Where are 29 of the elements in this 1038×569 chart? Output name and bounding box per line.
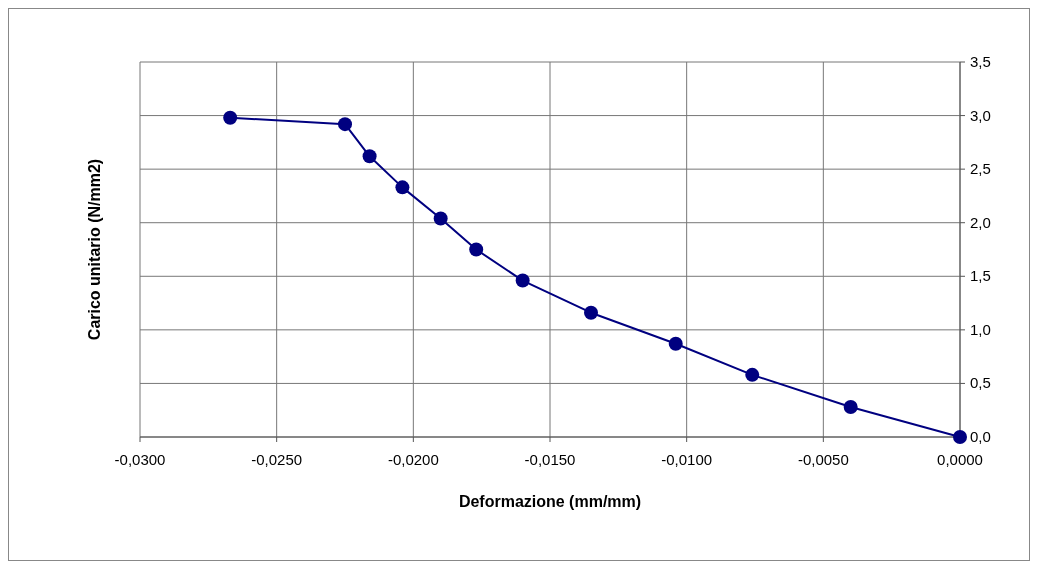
point [953, 430, 967, 444]
y-tick-label: 3,0 [970, 106, 991, 124]
x-tick-label: -0,0150 [524, 451, 576, 468]
point [515, 273, 530, 288]
x-tick-label: -0,0100 [661, 451, 713, 468]
y-tick-label: 1,5 [970, 267, 991, 285]
y-tick-label: 0,5 [970, 374, 991, 392]
y-tick-label: 3,5 [970, 53, 991, 70]
point [362, 149, 377, 164]
x-tick-label: -0,0300 [114, 451, 166, 468]
y-tick-label: 2,0 [970, 213, 991, 231]
x-tick-label: -0,0050 [797, 451, 849, 468]
point [395, 180, 410, 195]
x-tick-label: 0,0000 [937, 451, 983, 468]
point [668, 336, 683, 351]
point [843, 400, 858, 414]
y-tick-label: 1,0 [970, 320, 991, 338]
point [433, 211, 448, 226]
point [338, 117, 352, 132]
y-tick-label: 2,5 [970, 160, 991, 178]
point [745, 367, 760, 382]
y-tick-label: 0,0 [970, 428, 991, 445]
point [469, 242, 484, 257]
x-tick-label: -0,0250 [251, 451, 303, 468]
x-tick-label: -0,0200 [387, 451, 439, 468]
point [223, 110, 238, 125]
x-axis-title: Deformazione (mm/mm) [458, 493, 642, 510]
point [584, 305, 598, 320]
y-axis-title: Carico unitario (N/mm2) [86, 158, 103, 341]
